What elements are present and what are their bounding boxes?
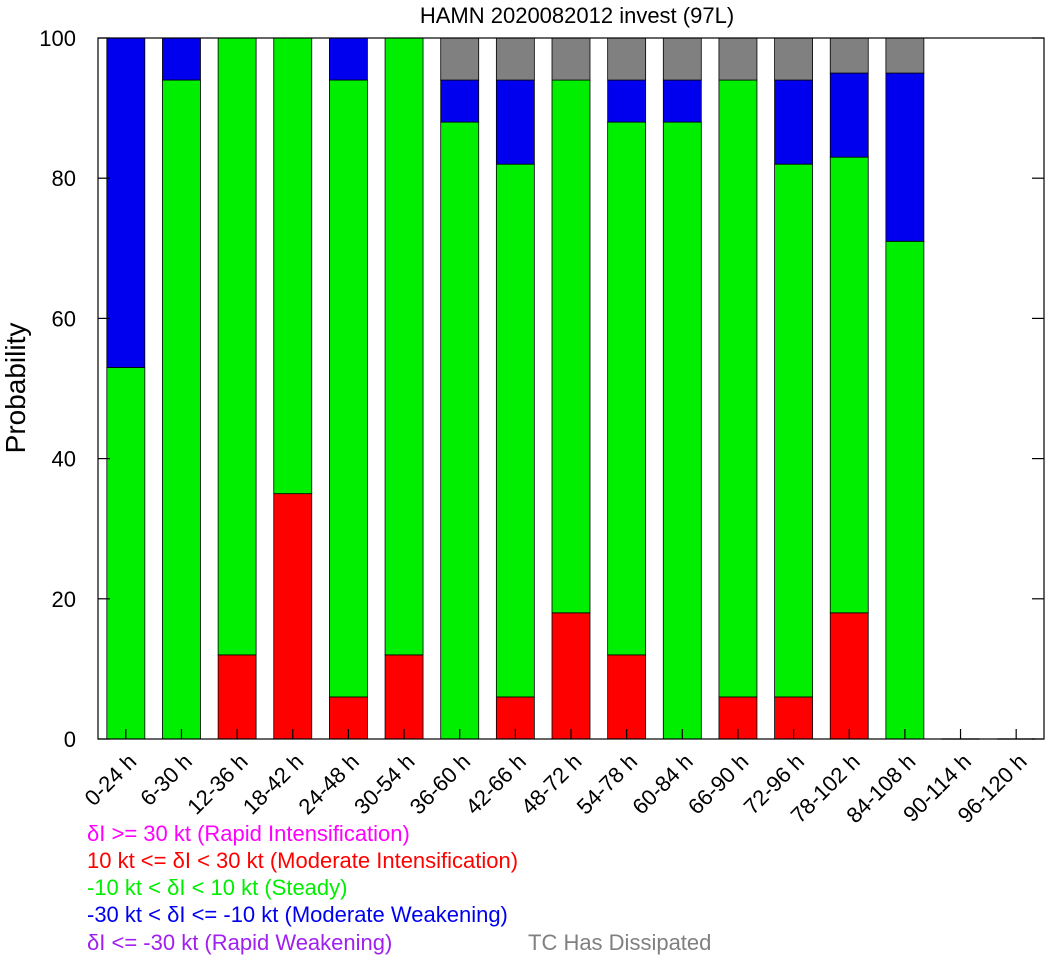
bar-segment-steady-1	[162, 79, 201, 740]
bar-segment-mi-13	[829, 612, 869, 740]
bar-segment-steady-8	[551, 79, 591, 614]
x-tick-label-5: 30-54 h	[349, 749, 419, 819]
x-tick-label-9: 54-78 h	[572, 749, 642, 819]
bar-segment-dissipated-14	[885, 37, 925, 74]
bar-segment-steady-9	[607, 121, 647, 656]
y-tick-label-20: 20	[52, 587, 76, 612]
bar-segment-mw-7	[495, 79, 535, 165]
x-tick-label-0: 0-24 h	[80, 749, 142, 811]
bar-segment-mi-8	[551, 612, 591, 740]
bar-segment-mw-4	[329, 37, 368, 81]
bar-segment-dissipated-9	[607, 37, 647, 81]
bar-segment-mi-2	[217, 654, 257, 740]
bar-segment-mw-10	[662, 79, 702, 123]
y-tick-label-0: 0	[64, 727, 76, 752]
legend-item-2: -10 kt < δI < 10 kt (Steady)	[87, 875, 347, 900]
bar-segment-dissipated-8	[551, 37, 591, 81]
y-axis: 0 20 40 60 80 100	[39, 26, 1044, 752]
bar-segment-steady-7	[495, 163, 535, 698]
legend-item-1: 10 kt <= δI < 30 kt (Moderate Intensific…	[87, 848, 518, 873]
bars-group	[106, 37, 1036, 740]
bar-segment-mw-12	[774, 79, 813, 165]
legend-item-5: TC Has Dissipated	[528, 930, 711, 955]
x-tick-label-6: 36-60 h	[405, 749, 475, 819]
bar-segment-dissipated-6	[440, 37, 480, 81]
bar-segment-steady-6	[440, 121, 480, 740]
legend-item-4: δI <= -30 kt (Rapid Weakening)	[87, 930, 392, 955]
x-tick-label-2: 12-36 h	[182, 749, 252, 819]
x-tick-label-7: 42-66 h	[460, 749, 530, 819]
bar-segment-dissipated-12	[774, 37, 813, 81]
bar-segment-steady-4	[329, 79, 368, 698]
bar-segment-steady-13	[829, 156, 869, 614]
x-tick-label-11: 66-90 h	[683, 749, 753, 819]
bar-segment-steady-5	[384, 37, 424, 656]
bar-segment-mw-0	[106, 37, 146, 368]
bar-segment-dissipated-11	[718, 37, 758, 81]
bar-segment-mw-6	[440, 79, 480, 123]
x-tick-label-8: 48-72 h	[516, 749, 586, 819]
bar-segment-steady-14	[885, 240, 925, 740]
bar-segment-mw-1	[162, 37, 201, 81]
bar-segment-dissipated-7	[495, 37, 535, 81]
y-tick-label-100: 100	[39, 26, 76, 51]
bar-segment-mw-13	[829, 72, 869, 158]
bar-segment-steady-11	[718, 79, 758, 698]
y-tick-label-80: 80	[52, 166, 76, 191]
legend: δI >= 30 kt (Rapid Intensification)10 kt…	[87, 821, 711, 955]
bar-segment-steady-0	[106, 367, 146, 740]
legend-item-0: δI >= 30 kt (Rapid Intensification)	[87, 821, 410, 846]
x-tick-label-4: 24-48 h	[294, 749, 364, 819]
bar-segment-mw-9	[607, 79, 647, 123]
chart-title: HAMN 2020082012 invest (97L)	[420, 3, 734, 28]
bar-segment-mi-9	[607, 654, 647, 740]
y-axis-label: Probability	[0, 323, 31, 454]
x-tick-label-10: 60-84 h	[627, 749, 697, 819]
bar-segment-mi-5	[384, 654, 424, 740]
bar-segment-dissipated-13	[829, 37, 869, 74]
bar-segment-mw-14	[885, 72, 925, 242]
bar-segment-dissipated-10	[662, 37, 702, 81]
bar-segment-steady-2	[217, 37, 257, 656]
bar-segment-mi-3	[273, 493, 313, 740]
legend-item-3: -30 kt < δI <= -10 kt (Moderate Weakenin…	[87, 902, 508, 927]
bar-segment-steady-3	[273, 37, 313, 495]
x-tick-label-3: 18-42 h	[238, 749, 308, 819]
x-axis: 0-24 h6-30 h12-36 h18-42 h24-48 h30-54 h…	[80, 729, 1032, 828]
bar-segment-steady-12	[774, 163, 813, 698]
y-tick-label-40: 40	[52, 447, 76, 472]
bar-segment-steady-10	[662, 121, 702, 740]
y-tick-label-60: 60	[52, 306, 76, 331]
